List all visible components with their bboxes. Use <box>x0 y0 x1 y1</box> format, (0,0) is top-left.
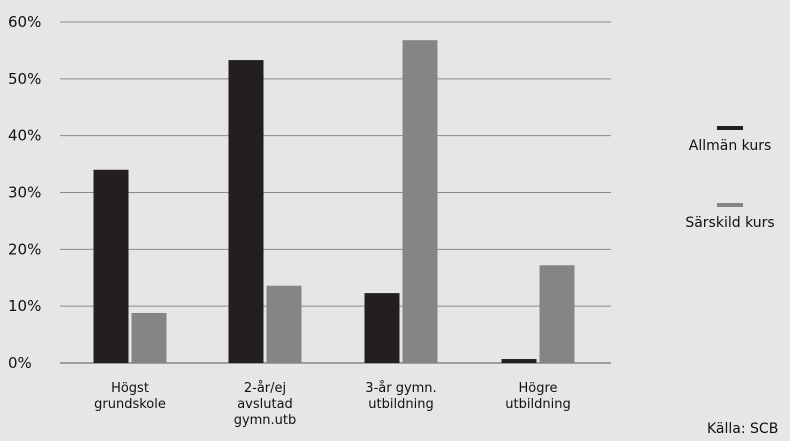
bar-allman <box>364 293 400 363</box>
bars <box>93 40 575 363</box>
category-label-line: 2-år/ej <box>244 381 286 396</box>
legend-item-sarskild: Särskild kurs <box>665 203 790 231</box>
legend-label-allman: Allmän kurs <box>688 138 772 154</box>
category-label-line: avslutad <box>237 397 293 412</box>
y-tick-label: 10% <box>8 297 41 315</box>
category-label: Högre utbildning <box>505 381 570 412</box>
category-label-line: Högre <box>518 381 557 396</box>
x-axis-categories: Högst grundskole 2-år/ej avslutad gymn.utb 3-… <box>94 381 571 428</box>
y-tick-label: 20% <box>8 240 41 258</box>
bar-allman <box>228 60 264 363</box>
legend-label-sarskild: Särskild kurs <box>685 215 775 231</box>
category-label: 2-år/ej avslutad gymn.utb <box>234 381 297 428</box>
legend-swatch-sarskild <box>717 203 743 207</box>
category-label: 3-år gymn. utbildning <box>365 381 436 412</box>
bar-sarskild <box>539 265 575 363</box>
bar-allman <box>93 169 129 363</box>
category-label-line: utbildning <box>368 397 433 412</box>
bar-sarskild <box>131 312 167 363</box>
y-tick-label: 50% <box>8 70 41 88</box>
y-tick-label: 60% <box>8 13 41 31</box>
bar-sarskild <box>266 285 302 363</box>
source-label: Källa: SCB <box>707 421 779 437</box>
category-label-line: utbildning <box>505 397 570 412</box>
y-axis-ticks: 0% 10% 20% 30% 40% 50% 60% <box>8 13 41 372</box>
bar-sarskild <box>402 40 438 363</box>
category-label-line: 3-år gymn. <box>365 381 436 396</box>
legend-item-allman: Allmän kurs <box>665 126 790 154</box>
category-label-line: Högst <box>111 381 149 396</box>
bar-allman <box>501 359 537 363</box>
gridlines <box>60 21 611 364</box>
y-tick-label: 40% <box>8 127 41 145</box>
y-tick-label: 0% <box>8 354 32 372</box>
category-label-line: grundskole <box>94 397 166 412</box>
legend-swatch-allman <box>717 126 743 130</box>
category-label-line: gymn.utb <box>234 413 297 428</box>
category-label: Högst grundskole <box>94 381 166 412</box>
y-tick-label: 30% <box>8 184 41 202</box>
